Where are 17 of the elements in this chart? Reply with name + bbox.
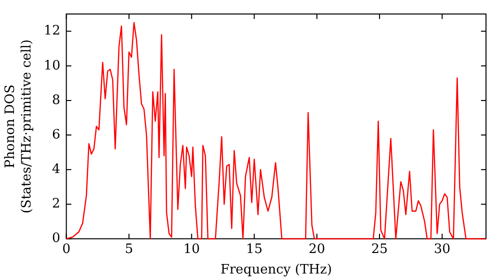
x-tick-label: 25 — [371, 242, 388, 257]
y-tick-label: 10 — [44, 58, 60, 74]
x-tick-label: 0 — [62, 242, 70, 257]
x-tick-label: 10 — [183, 242, 200, 257]
y-tick-label: 4 — [52, 162, 60, 178]
y-tick-label: 0 — [52, 231, 60, 246]
y-tick-label: 6 — [52, 127, 60, 142]
x-tick-label: 5 — [124, 242, 134, 257]
text: Phonon DOS — [2, 84, 18, 168]
x-tick-label: 20 — [308, 242, 326, 257]
text: (States/THz·primitive cell) — [20, 39, 35, 214]
y-tick-label: 8 — [52, 92, 60, 108]
y-tick-label: 2 — [52, 196, 60, 212]
x-axis-title: Frequency (THz) — [220, 262, 332, 278]
x-tick-label: 15 — [246, 242, 263, 257]
y-tick-label: 12 — [44, 24, 60, 39]
x-tick-label: 30 — [434, 242, 450, 257]
